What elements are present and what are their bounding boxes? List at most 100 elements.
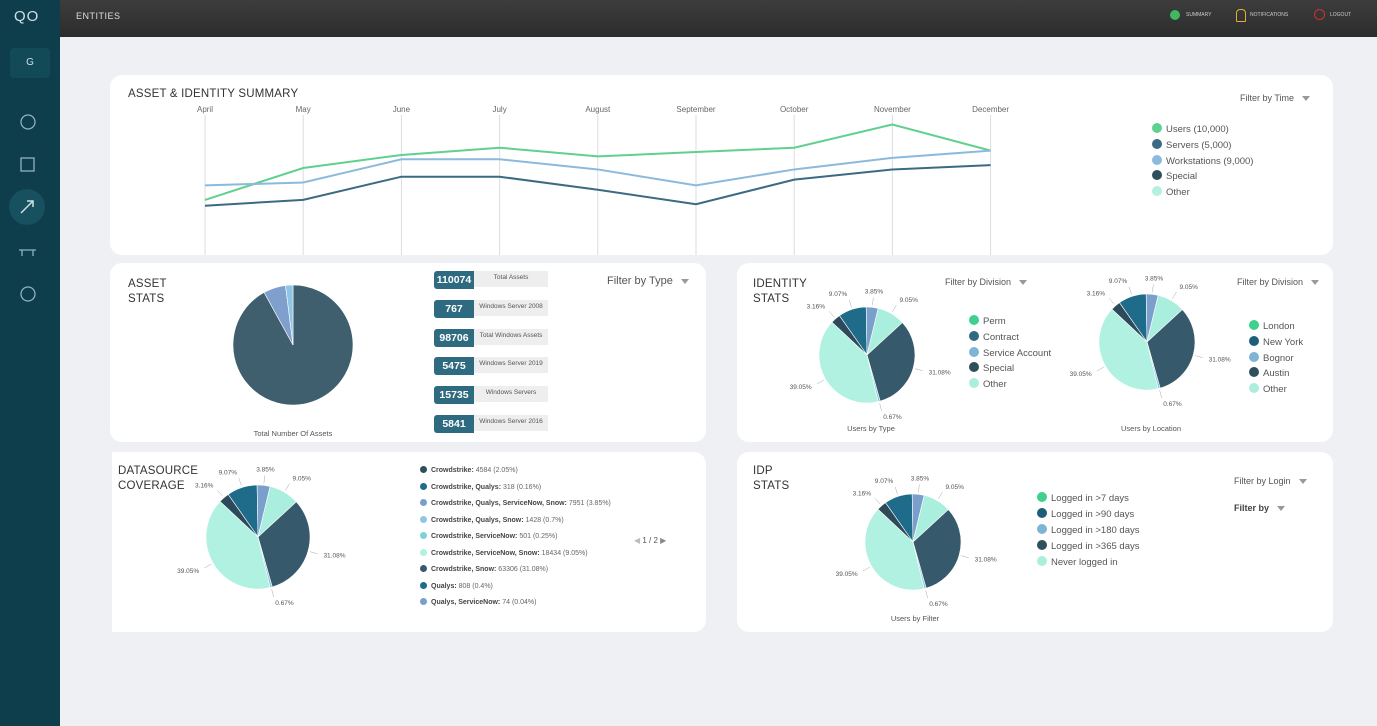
filter-dropdown[interactable]: Filter by Login bbox=[1234, 476, 1307, 486]
source-swatch bbox=[420, 581, 427, 589]
data-label: 31.08% bbox=[929, 369, 951, 376]
legend-item: Servers (5,000) bbox=[1152, 138, 1231, 151]
legend-swatch bbox=[969, 330, 979, 341]
nav-rocket[interactable] bbox=[20, 200, 34, 214]
legend-label: Service Account bbox=[983, 347, 1052, 359]
nav-globe[interactable] bbox=[20, 114, 36, 130]
data-label: 39.05% bbox=[836, 571, 858, 578]
data-label: 0.67% bbox=[1163, 401, 1182, 408]
nav-link[interactable]: LOGOUT bbox=[1330, 12, 1352, 18]
leader-line bbox=[938, 491, 943, 500]
stat-value: 5475 bbox=[434, 357, 474, 376]
source-name: Qualys: bbox=[431, 582, 457, 590]
top-bar: ENTITIES SUMMARY NOTIFICATIONS LOGOUT bbox=[60, 0, 1377, 37]
line-chart: April May June July August September October No… bbox=[197, 105, 1009, 255]
legend-item: Special bbox=[1152, 170, 1197, 182]
legend-label: Perm bbox=[983, 316, 1006, 327]
leader-line bbox=[1096, 366, 1104, 372]
nav-icons bbox=[9, 114, 45, 302]
filter-dropdown[interactable]: Filter by Type bbox=[607, 275, 689, 287]
logo[interactable]: QO bbox=[14, 8, 40, 25]
series-line bbox=[204, 149, 991, 187]
leader-line bbox=[874, 498, 881, 505]
leader-line bbox=[204, 563, 212, 569]
data-label: 9.07% bbox=[875, 478, 894, 485]
leader-line bbox=[915, 368, 923, 371]
legend-swatch bbox=[969, 378, 979, 389]
leader-line bbox=[271, 589, 274, 598]
data-label: 39.05% bbox=[790, 384, 812, 391]
pie-slice bbox=[219, 493, 259, 538]
logout-icon[interactable] bbox=[1314, 9, 1325, 20]
leader-line bbox=[892, 304, 897, 313]
stat-badge: 98706 Total Windows Assets bbox=[434, 328, 548, 347]
data-label: 39.05% bbox=[177, 568, 199, 575]
data-label: 3.16% bbox=[195, 483, 214, 490]
pie-chart bbox=[232, 284, 354, 406]
leader-line bbox=[961, 555, 969, 558]
stat-badge: 5475 Windows Server 2019 bbox=[434, 357, 548, 376]
leader-line bbox=[918, 484, 920, 493]
source-swatch bbox=[420, 466, 427, 473]
x-tick-label: November bbox=[874, 105, 911, 114]
leader-line bbox=[872, 297, 874, 306]
leader-line bbox=[1152, 284, 1154, 293]
nav-world[interactable] bbox=[20, 286, 36, 302]
leader-line bbox=[1195, 355, 1203, 358]
leader-line bbox=[263, 475, 266, 484]
stat-label: Windows Server 2008 bbox=[474, 299, 548, 316]
legend-item: Special bbox=[969, 362, 1014, 374]
nav-link[interactable]: NOTIFICATIONS bbox=[1250, 12, 1289, 18]
pie-slice bbox=[257, 501, 311, 588]
filter-dropdown[interactable]: Filter by bbox=[1234, 503, 1285, 513]
pager-text: 1 / 2 bbox=[642, 536, 658, 545]
legend-item: Perm bbox=[969, 315, 1006, 327]
asset-card: ASSET STATS Filter by Type Total Number … bbox=[110, 263, 706, 442]
legend-label: Other bbox=[983, 379, 1007, 391]
source-item: Crowdstrike, Qualys, ServiceNow, Snow: 7… bbox=[420, 499, 611, 507]
pie-slice bbox=[866, 322, 916, 402]
legend-label: Other bbox=[1263, 384, 1287, 396]
pie-slice bbox=[285, 284, 294, 346]
source-swatch bbox=[420, 532, 427, 539]
filter-dropdown[interactable]: Filter by Division bbox=[945, 277, 1027, 287]
leader-line bbox=[862, 566, 870, 572]
source-item: Crowdstrike, Qualys: 318 (0.16%) bbox=[420, 482, 541, 491]
source-swatch bbox=[420, 499, 427, 506]
filter-dropdown[interactable]: Filter by Division bbox=[1237, 277, 1319, 287]
leader-line bbox=[879, 403, 882, 412]
leader-line bbox=[238, 477, 242, 486]
source-swatch bbox=[420, 598, 427, 605]
filter-dropdown[interactable]: Filter by Time bbox=[1240, 93, 1310, 103]
nav-link[interactable]: SUMMARY bbox=[1186, 12, 1212, 18]
notification-icon[interactable] bbox=[1236, 9, 1246, 22]
summary-icon[interactable] bbox=[1170, 10, 1180, 20]
legend-swatch bbox=[969, 315, 979, 325]
pager[interactable]: ◀ 1 / 2 ▶ bbox=[634, 536, 667, 545]
x-tick-label: April bbox=[197, 105, 213, 114]
leader-line bbox=[1172, 291, 1177, 300]
pie-slice bbox=[912, 509, 962, 589]
pie-slice bbox=[864, 508, 925, 591]
nav-network[interactable] bbox=[19, 249, 36, 256]
x-tick-label: September bbox=[676, 105, 715, 114]
nav-box[interactable] bbox=[20, 157, 35, 172]
x-tick-label: December bbox=[972, 105, 1009, 114]
leader-line bbox=[1108, 298, 1115, 305]
chart-caption: Users by Location bbox=[1120, 424, 1182, 433]
legend-swatch bbox=[1152, 138, 1162, 149]
legend-label: Contract bbox=[983, 331, 1019, 343]
x-tick-label: August bbox=[585, 105, 611, 114]
source-detail: 63306 (31.08%) bbox=[498, 566, 549, 573]
x-tick-label: October bbox=[780, 105, 809, 114]
legend-swatch bbox=[1037, 556, 1047, 566]
avatar[interactable]: G bbox=[10, 48, 50, 78]
legend-item: Other bbox=[969, 378, 1007, 390]
source-item: Crowdstrike, Qualys, Snow: 1428 (0.7%) bbox=[420, 515, 564, 524]
source-item: Qualys: 808 (0.4%) bbox=[420, 581, 493, 590]
pie-slice bbox=[1111, 302, 1148, 343]
legend-item: New York bbox=[1249, 335, 1303, 348]
data-label: 3.16% bbox=[807, 304, 826, 311]
legend-item: Users (10,000) bbox=[1152, 123, 1229, 135]
leader-line bbox=[848, 299, 852, 308]
